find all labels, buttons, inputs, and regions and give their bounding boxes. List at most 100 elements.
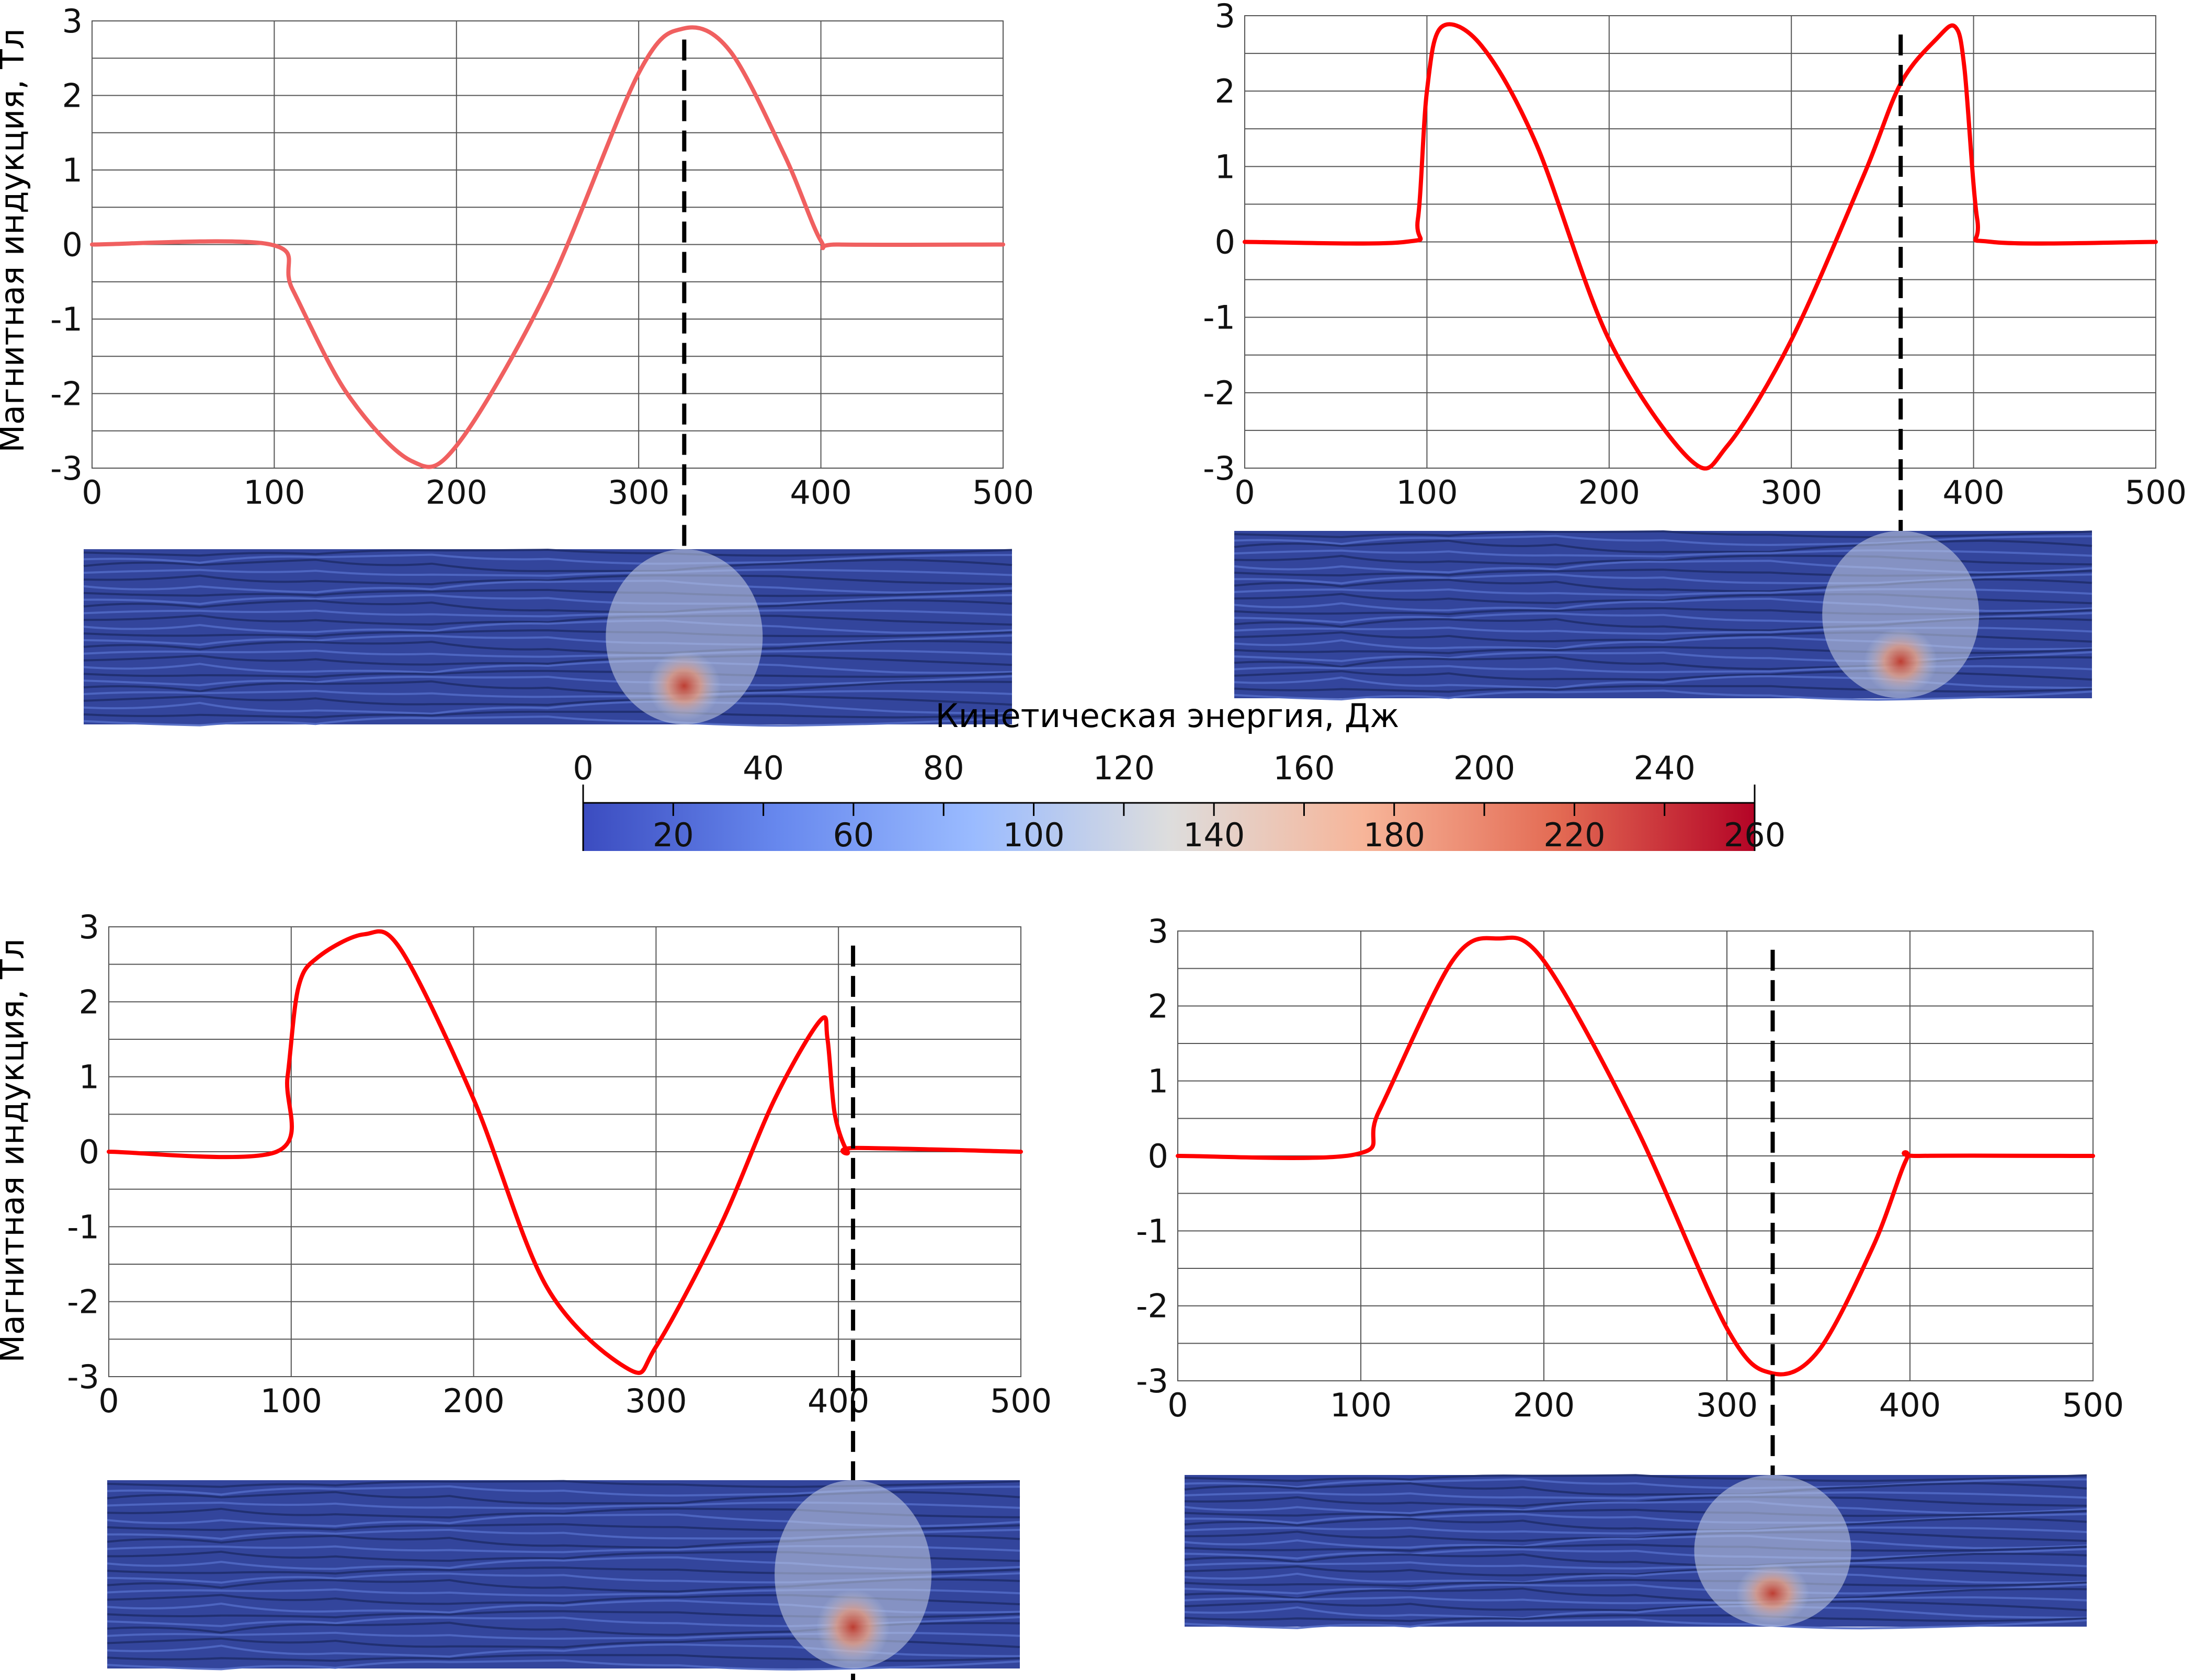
y-tick-label: 1 (1215, 147, 1235, 186)
colorbar-bottom-tick-label: 60 (833, 816, 874, 854)
x-tick-label: 0 (82, 473, 102, 512)
x-tick-label: 300 (625, 1382, 687, 1420)
colorbar-top-tick-label: 120 (1093, 749, 1155, 787)
y-tick-label: -3 (67, 1358, 99, 1396)
colorbar-top-tick-label: 0 (573, 749, 593, 787)
streamline (83, 594, 1013, 605)
streamline (1184, 1543, 2087, 1552)
streamline (1234, 689, 2092, 701)
energy-hotspot (1864, 628, 1938, 695)
streamline (1184, 1579, 2087, 1587)
x-tick-label: 400 (1942, 473, 2004, 512)
y-tick-label: 0 (79, 1133, 99, 1171)
streamline (1234, 685, 2092, 693)
flow-strip-2 (1234, 530, 2092, 701)
y-tick-label: -3 (1203, 449, 1235, 487)
colorbar-bottom-tick-label: 140 (1183, 816, 1245, 854)
series-line (1176, 935, 2095, 1377)
y-tick-label: 2 (79, 983, 99, 1021)
streamline (83, 580, 1013, 594)
streamline (1184, 1482, 2087, 1496)
streamline (83, 559, 1013, 572)
streamline (1184, 1552, 2087, 1567)
x-tick-label: 500 (2125, 473, 2187, 512)
y-tick-label: 1 (79, 1058, 99, 1096)
y-tick-label: -3 (50, 449, 83, 487)
x-tick-label: 200 (426, 473, 487, 512)
x-tick-label: 500 (990, 1382, 1052, 1420)
x-tick-label: 200 (1513, 1386, 1575, 1424)
streamline (1184, 1535, 2087, 1549)
vortex-region (606, 549, 763, 724)
streamline (83, 629, 1013, 638)
series-line (107, 929, 1023, 1375)
streamline (83, 689, 1013, 698)
energy-hotspot (1736, 1563, 1810, 1624)
y-tick-label: -1 (1136, 1212, 1168, 1250)
streamline (1234, 530, 2092, 539)
y-tick-label: 0 (1148, 1137, 1168, 1175)
y-tick-label: -2 (1136, 1287, 1168, 1325)
streamline (83, 680, 1013, 695)
streamline (1234, 535, 2092, 546)
y-tick-label: -1 (67, 1208, 99, 1246)
x-tick-label: 400 (1879, 1386, 1941, 1424)
streamline (1184, 1474, 2087, 1482)
streamline (83, 710, 1013, 719)
streamline (83, 716, 1013, 727)
colorbar-top-tick-label: 200 (1453, 749, 1515, 787)
y-tick-label: -3 (1136, 1362, 1168, 1400)
streamline (83, 649, 1013, 658)
y-tick-label: 2 (1215, 72, 1235, 110)
colorbar-bottom-tick-label: 100 (1003, 816, 1064, 854)
y-tick-label: -1 (50, 300, 83, 338)
streamline (1184, 1570, 2087, 1584)
x-tick-label: 400 (808, 1382, 869, 1420)
x-tick-label: 100 (260, 1382, 322, 1420)
flow-strip-4 (1184, 1474, 2087, 1630)
vortex-region (775, 1480, 932, 1668)
streamline (83, 669, 1013, 678)
y-axis-label-top: Магнитная индукция, Тл (0, 28, 31, 452)
streamline (1184, 1491, 2087, 1500)
x-tick-label: 100 (243, 473, 305, 512)
streamline (83, 553, 1013, 565)
colorbar-bottom-tick-label: 20 (653, 816, 694, 854)
y-tick-label: 3 (1148, 912, 1168, 950)
streamline (1184, 1500, 2087, 1515)
x-tick-label: 500 (972, 473, 1034, 512)
y-tick-label: 3 (1215, 0, 1235, 35)
colorbar-top-tick-label: 80 (923, 749, 964, 787)
flow-visualizations-layer (83, 530, 2092, 1671)
energy-hotspot (816, 1589, 890, 1665)
series-line (1243, 22, 2158, 471)
y-tick-label: -2 (67, 1283, 99, 1321)
y-tick-label: 3 (62, 2, 83, 40)
y-tick-label: 1 (62, 151, 83, 189)
y-tick-label: 2 (62, 77, 83, 115)
y-axis-label-bottom: Магнитная индукция, Тл (0, 938, 31, 1363)
y-tick-label: 0 (62, 226, 83, 264)
streamline (83, 609, 1013, 618)
streamline (1184, 1526, 2087, 1535)
streamline (1234, 539, 2092, 553)
streamline (107, 1659, 1020, 1671)
streamline (83, 569, 1013, 577)
streamline (83, 634, 1013, 646)
colorbar-bottom-tick-label: 220 (1543, 816, 1605, 854)
streamline (83, 588, 1013, 597)
colorbar-bottom-tick-label: 180 (1363, 816, 1425, 854)
y-tick-label: -2 (50, 375, 83, 413)
x-tick-label: 500 (2062, 1386, 2124, 1424)
streamline (1184, 1596, 2087, 1605)
streamline (83, 675, 1013, 687)
x-tick-label: 100 (1330, 1386, 1392, 1424)
y-tick-label: 3 (79, 908, 99, 946)
streamline (1184, 1605, 2087, 1619)
streamline (83, 574, 1013, 586)
y-tick-label: 1 (1148, 1062, 1168, 1100)
